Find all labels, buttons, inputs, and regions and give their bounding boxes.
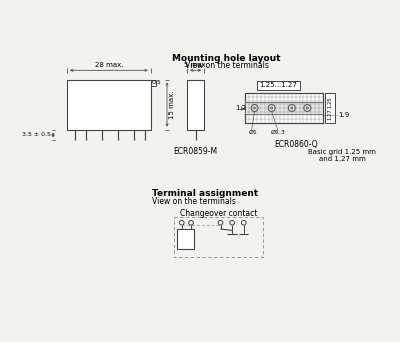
Text: Changeover contact: Changeover contact: [180, 209, 258, 218]
Bar: [257, 81, 300, 90]
Text: 28 max.: 28 max.: [95, 62, 123, 68]
Bar: [245, 93, 323, 123]
Text: ECR0859-M: ECR0859-M: [174, 146, 218, 156]
Text: Ø1: Ø1: [249, 130, 258, 135]
Bar: [245, 102, 323, 114]
Bar: [187, 80, 204, 130]
Text: 15 max.: 15 max.: [169, 90, 175, 119]
Text: View on the terminals: View on the terminals: [152, 197, 236, 206]
Text: Terminal assignment: Terminal assignment: [152, 189, 258, 198]
Text: Mounting hole layout: Mounting hole layout: [172, 54, 281, 63]
Text: 1.27: 1.27: [328, 108, 333, 120]
Bar: [245, 93, 323, 123]
Bar: [325, 93, 335, 123]
Text: 3.5 ± 0.5: 3.5 ± 0.5: [22, 132, 51, 137]
Text: 1.2: 1.2: [235, 105, 246, 111]
Text: 5 max.: 5 max.: [184, 62, 208, 68]
Bar: [177, 229, 194, 249]
Text: Ø1.3: Ø1.3: [270, 130, 285, 135]
Text: View on the terminals: View on the terminals: [185, 61, 269, 70]
Text: ECR0860-Q: ECR0860-Q: [274, 140, 318, 149]
Text: 0.5: 0.5: [152, 80, 161, 85]
Text: 1.25: 1.25: [328, 96, 333, 108]
Bar: [67, 80, 151, 130]
Text: Basic grid 1.25 mm
and 1.27 mm: Basic grid 1.25 mm and 1.27 mm: [308, 149, 376, 162]
Bar: [174, 216, 263, 256]
Text: 1.9: 1.9: [338, 112, 350, 118]
Text: 1.25...1.27: 1.25...1.27: [259, 82, 297, 88]
Bar: [245, 102, 323, 114]
